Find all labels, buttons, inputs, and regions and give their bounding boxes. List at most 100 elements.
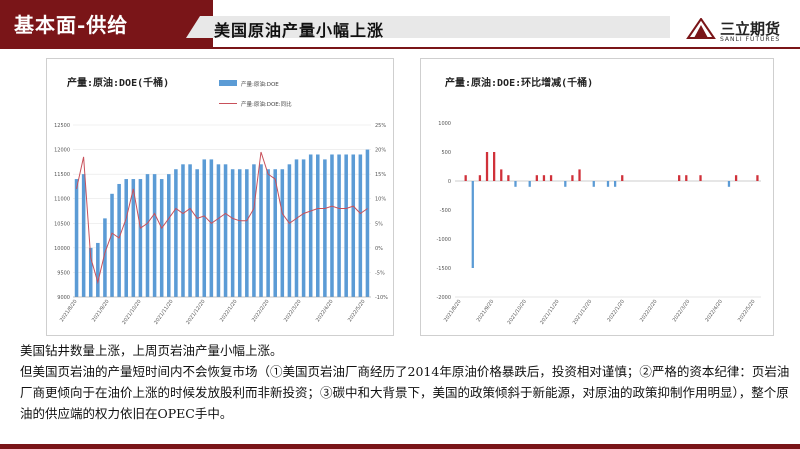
body-paragraph-2: 但美国页岩油的产量短时间内不会恢复市场（①美国页岩油厂商经历了2014年原油价格… [20,364,790,421]
legend-swatch-bar [219,80,237,86]
production-bar [351,154,356,297]
page-title: 美国原油产量小幅上涨 [214,21,385,40]
production-bar [245,169,249,297]
production-bar [358,154,363,297]
production-bar [117,183,121,297]
y-right-tick-label: 25% [375,123,386,129]
production-bar [237,169,242,297]
chart-title-change: 产量:原油:DOE:环比增减(千桶) [445,78,594,89]
x-tick-label: 2022/4/20 [704,299,724,323]
production-bar [181,164,185,297]
title-band-slant [186,16,200,38]
change-bar [685,175,688,181]
production-bar [365,149,370,297]
production-bar [316,154,320,297]
x-tick-label: 2022/2/20 [639,299,659,323]
change-bar [613,181,617,187]
y-tick-label: -1500 [436,266,451,272]
production-bar [103,218,107,297]
production-bar [96,242,100,297]
x-tick-label: 2022/4/20 [315,299,335,323]
production-bar [202,159,207,297]
legend-label-line: 产量:原油:DOE:同比 [241,102,292,108]
production-bar [294,159,299,297]
production-bar [266,169,270,297]
x-tick-label: 2021/11/20 [153,299,174,326]
body-text: 美国钻井数量上涨，上周页岩油产量小幅上涨。 但美国页岩油的产量短时间内不会恢复市… [20,340,790,424]
chart-panel-production: 产量:原油:DOE(千桶) 产量:原油:DOE 产量:原油:DOE:同比 125… [46,58,394,336]
production-bar [230,169,235,297]
x-tick-label: 2022/1/20 [606,299,626,323]
change-bar [471,181,474,268]
legend-label-bar: 产量:原油:DOE [241,82,279,88]
x-tick-label: 2022/5/20 [737,299,757,323]
x-tick-label: 2022/1/20 [219,299,239,323]
production-bar [273,169,277,297]
production-bar [81,174,86,297]
production-bar [344,154,348,297]
y-right-tick-label: 20% [375,148,386,154]
y-left-tick-label: 9000 [57,295,70,301]
section-title: 基本面-供给 [14,13,129,37]
section-header-band [0,0,213,48]
x-tick-label: 2022/3/20 [283,299,303,323]
x-tick-label: 2021/9/20 [476,299,496,323]
y-right-tick-label: -5% [375,270,385,276]
change-bar [621,175,624,181]
production-bar [74,179,79,297]
change-bar [535,175,538,181]
x-tick-label: 2021/9/20 [91,299,111,323]
y-right-tick-label: 5% [375,221,383,227]
chart-title-production: 产量:原油:DOE(千桶) [67,78,170,89]
production-bar [223,164,228,297]
production-bar [216,164,221,297]
x-tick-label: 2022/3/20 [672,299,692,323]
change-bar [756,175,759,181]
production-bar [124,179,128,297]
y-left-tick-label: 12000 [54,148,70,154]
y-left-tick-label: 11000 [54,197,70,203]
yoy-line [76,151,368,285]
y-left-tick-label: 9500 [57,270,70,276]
change-bar [542,175,546,181]
change-bar [485,152,489,181]
y-tick-label: 0 [448,179,451,185]
y-left-tick-label: 10000 [54,246,70,252]
chart-panel-change: 产量:原油:DOE:环比增减(千桶) 1000 500 0 -500 -1000 -150… [420,58,774,336]
y-tick-label: -1000 [436,237,451,243]
production-bar [159,179,164,297]
footer-bar [0,444,800,449]
production-chart-svg: 12500 12000 11500 11000 10500 10000 9500 9000 25… [54,123,388,326]
production-bar [145,174,150,297]
production-bar [152,174,157,297]
change-bar [493,152,496,181]
production-bar [301,159,306,297]
y-tick-label: -500 [440,208,451,214]
x-tick-label: 2021/10/20 [507,299,528,326]
x-tick-label: 2021/8/20 [59,299,79,323]
y-left-tick-label: 11500 [54,172,70,178]
x-tick-label: 2021/12/20 [185,299,206,326]
production-bar [110,193,114,297]
header-divider [0,47,800,49]
change-bar [478,175,482,181]
production-bar [88,247,93,297]
change-bar [564,181,567,187]
x-tick-label: 2021/10/20 [121,299,142,326]
change-bar [549,175,553,181]
change-bar [727,181,731,187]
y-tick-label: 1000 [438,121,451,127]
production-bar [138,179,143,297]
production-bar [280,169,285,297]
change-bar [514,181,517,187]
sanli-logo-icon [686,18,716,39]
production-bar [167,174,171,297]
y-right-tick-label: -10% [375,295,388,301]
x-tick-label: 2022/2/20 [251,299,271,323]
y-tick-label: -2000 [436,295,451,301]
production-bar [259,164,263,297]
change-bar [699,175,702,181]
production-bar [188,164,192,297]
change-bar [528,181,531,187]
